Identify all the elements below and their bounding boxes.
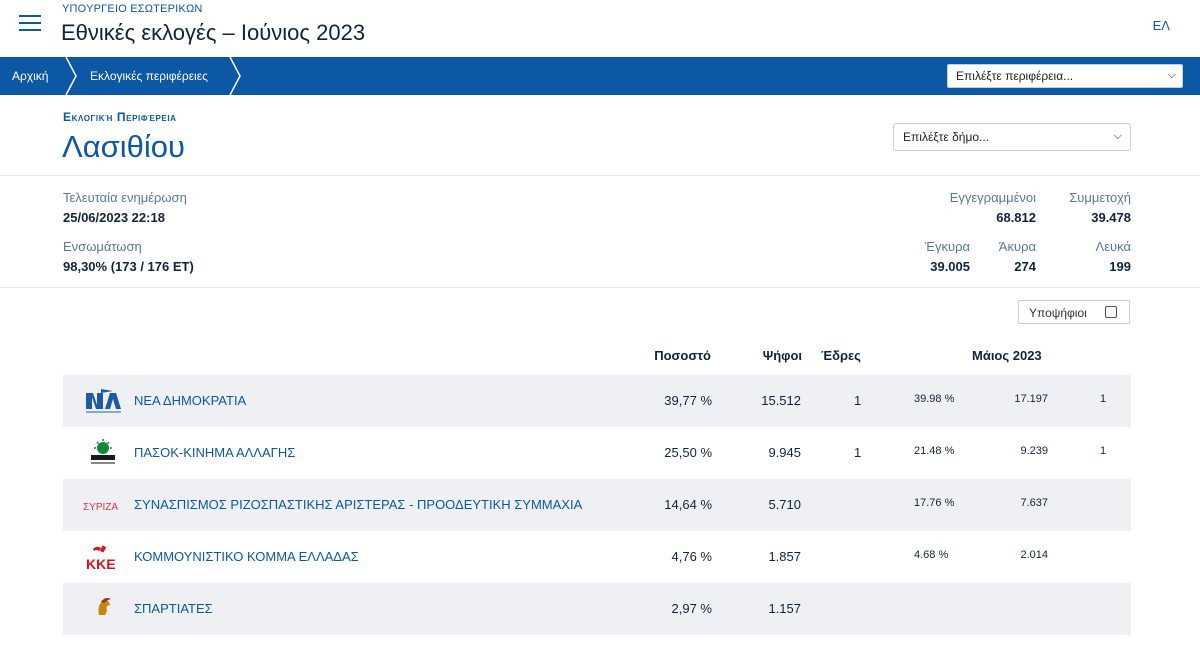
party-percent: 2,97 % bbox=[671, 601, 712, 616]
breadcrumb-home[interactable]: Αρχική bbox=[12, 69, 49, 83]
chevron-right-icon bbox=[65, 57, 77, 95]
incorporation-value: 98,30% (173 / 176 ΕΤ) bbox=[63, 259, 194, 274]
invalid-value: 274 bbox=[1014, 259, 1036, 274]
valid-value: 39.005 bbox=[930, 259, 970, 274]
party-may-seats: 1 bbox=[1100, 393, 1107, 405]
col-header-may-2023: Μάιος 2023 bbox=[972, 348, 1042, 363]
chevron-down-icon: ⌵ bbox=[1113, 130, 1122, 142]
language-switch[interactable]: ΕΛ bbox=[1152, 18, 1170, 33]
party-name[interactable]: ΚΟΜΜΟΥΝΙΣΤΙΚΟ ΚΟΜΜΑ ΕΛΛΑΔΑΣ bbox=[134, 549, 359, 564]
party-may-votes: 9.239 bbox=[1020, 445, 1048, 457]
last-update-value: 25/06/2023 22:18 bbox=[63, 210, 165, 225]
divider bbox=[0, 175, 1200, 176]
kke-logo-icon: ΚΚΕ bbox=[86, 545, 116, 571]
col-header-seats: Έδρες bbox=[821, 348, 861, 363]
table-row[interactable]: ΝΕΑ ΔΗΜΟΚΡΑΤΙΑ 39,77 % 15.512 1 39.98 % … bbox=[63, 375, 1131, 427]
party-votes: 15.512 bbox=[761, 393, 801, 408]
incorporation-label: Ενσωμάτωση bbox=[63, 239, 142, 254]
col-header-votes: Ψήφοι bbox=[762, 348, 802, 363]
divider bbox=[0, 287, 1200, 288]
blank-value: 199 bbox=[1109, 259, 1131, 274]
region-name: Λασιθίου bbox=[62, 129, 185, 164]
party-name[interactable]: ΣΥΝΑΣΠΙΣΜΟΣ ΡΙΖΟΣΠΑΣΤΙΚΗΣ ΑΡΙΣΤΕΡΑΣ - ΠΡ… bbox=[134, 497, 583, 512]
party-may-percent: 39.98 % bbox=[914, 393, 955, 405]
syriza-logo-icon: ΣΥΡΙΖΑ bbox=[83, 502, 118, 513]
party-may-percent: 17.76 % bbox=[914, 497, 955, 509]
party-seats: 1 bbox=[854, 445, 862, 460]
table-row[interactable]: ΚΚΕ ΚΟΜΜΟΥΝΙΣΤΙΚΟ ΚΟΜΜΑ ΕΛΛΑΔΑΣ 4,76 % 1… bbox=[63, 531, 1131, 583]
top-header: ΥΠΟΥΡΓΕΙΟ ΕΣΩΤΕΡΙΚΩΝ Εθνικές εκλογές – Ι… bbox=[0, 0, 1200, 58]
chevron-right-icon bbox=[229, 57, 241, 95]
turnout-value: 39.478 bbox=[1091, 210, 1131, 225]
party-name[interactable]: ΠΑΣΟΚ-ΚΙΝΗΜΑ ΑΛΛΑΓΗΣ bbox=[134, 445, 296, 460]
candidates-toggle[interactable]: Υποψήφιοι bbox=[1018, 300, 1130, 324]
party-may-percent: 21.48 % bbox=[914, 445, 955, 457]
party-may-votes: 7.637 bbox=[1020, 497, 1048, 509]
party-votes: 9.945 bbox=[768, 445, 801, 460]
party-votes: 5.710 bbox=[768, 497, 801, 512]
candidates-checkbox[interactable] bbox=[1105, 306, 1117, 318]
party-may-percent: 4.68 % bbox=[914, 549, 949, 561]
party-seats: 1 bbox=[854, 393, 862, 408]
menu-icon[interactable] bbox=[19, 15, 41, 31]
svg-text:ΣΥΡΙΖΑ: ΣΥΡΙΖΑ bbox=[83, 502, 118, 513]
municipality-select-value: Επιλέξτε δήμο... bbox=[903, 130, 990, 144]
col-header-percent: Ποσοστό bbox=[654, 348, 711, 363]
party-votes: 1.857 bbox=[768, 549, 801, 564]
party-may-seats: 1 bbox=[1100, 445, 1107, 457]
ministry-name: ΥΠΟΥΡΓΕΙΟ ΕΣΩΤΕΡΙΚΩΝ bbox=[62, 3, 203, 15]
table-row[interactable]: ΠΑΣΟΚ-ΚΙΝΗΜΑ ΑΛΛΑΓΗΣ 25,50 % 9.945 1 21.… bbox=[63, 427, 1131, 479]
party-percent: 39,77 % bbox=[664, 393, 712, 408]
registered-value: 68.812 bbox=[996, 210, 1036, 225]
blank-label: Λευκά bbox=[1095, 239, 1131, 254]
party-percent: 14,64 % bbox=[664, 497, 712, 512]
spartiates-logo-icon bbox=[98, 598, 111, 615]
nd-logo-icon bbox=[86, 389, 121, 413]
last-update-label: Τελευταία ενημέρωση bbox=[63, 190, 187, 205]
invalid-label: Άκυρα bbox=[998, 239, 1036, 254]
table-row[interactable]: ΣΠΑΡΤΙΑΤΕΣ 2,97 % 1.157 bbox=[63, 583, 1131, 635]
valid-label: Έγκυρα bbox=[924, 239, 970, 254]
region-label: Εκλογική Περιφέρεια bbox=[63, 110, 177, 124]
party-may-votes: 2.014 bbox=[1020, 549, 1048, 561]
svg-text:ΚΚΕ: ΚΚΕ bbox=[86, 556, 116, 571]
municipality-select[interactable]: Επιλέξτε δήμο... ⌵ bbox=[893, 123, 1131, 151]
party-may-votes: 17.197 bbox=[1014, 393, 1048, 405]
party-name[interactable]: ΣΠΑΡΤΙΑΤΕΣ bbox=[134, 601, 213, 616]
candidates-toggle-label: Υποψήφιοι bbox=[1029, 306, 1087, 320]
region-select[interactable]: Επιλέξτε περιφέρεια... ⌵ bbox=[947, 64, 1183, 88]
chevron-down-icon: ⌵ bbox=[1167, 69, 1176, 81]
party-percent: 4,76 % bbox=[671, 549, 712, 564]
registered-label: Εγγεγραμμένοι bbox=[949, 190, 1036, 205]
turnout-label: Συμμετοχή bbox=[1069, 190, 1131, 205]
table-row[interactable]: ΣΥΡΙΖΑ ΣΥΝΑΣΠΙΣΜΟΣ ΡΙΖΟΣΠΑΣΤΙΚΗΣ ΑΡΙΣΤΕΡ… bbox=[63, 479, 1131, 531]
party-name[interactable]: ΝΕΑ ΔΗΜΟΚΡΑΤΙΑ bbox=[134, 393, 247, 408]
party-votes: 1.157 bbox=[768, 601, 801, 616]
page-title: Εθνικές εκλογές – Ιούνιος 2023 bbox=[61, 20, 366, 45]
region-select-value: Επιλέξτε περιφέρεια... bbox=[956, 69, 1074, 83]
pasok-logo-icon bbox=[91, 439, 115, 464]
breadcrumb-regions[interactable]: Εκλογικές περιφέρειες bbox=[90, 69, 208, 83]
party-percent: 25,50 % bbox=[664, 445, 712, 460]
